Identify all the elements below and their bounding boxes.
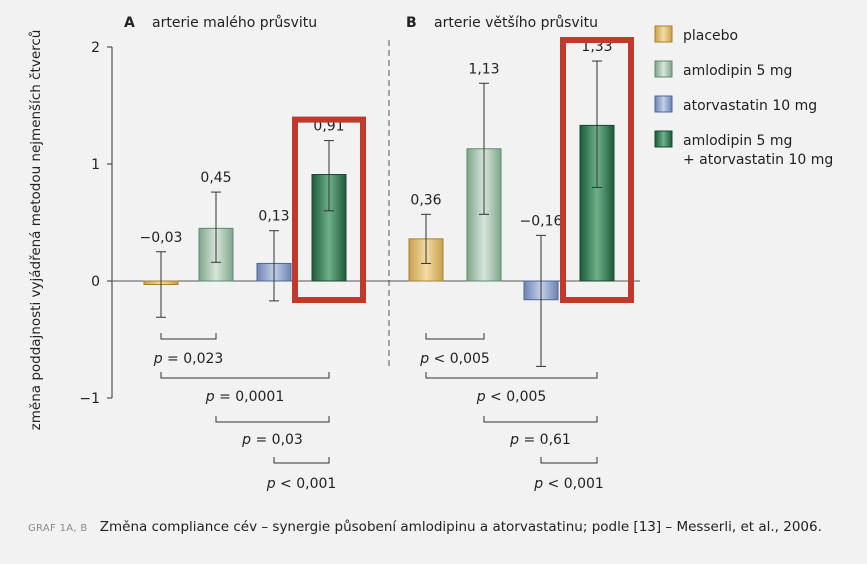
caption-text: Změna compliance cév – synergie působení… [99,519,822,535]
significance-bracket [483,416,598,423]
significance-bracket [215,416,330,423]
y-axis-label: změna poddajnosti vyjádřená metodou nejm… [28,30,44,431]
legend-swatch [654,60,673,78]
bar-value-label: −0,03 [140,230,183,246]
legend-swatch [654,25,673,43]
legend-label: placebo [683,28,738,44]
p-value-label: p < 0,001 [266,476,337,492]
panel-title: arterie většího průsvitu [434,15,598,31]
panel-letter: B [406,15,417,31]
bar-value-label: 0,45 [200,170,231,186]
significance-bracket [540,457,598,464]
bar-value-label: 1,13 [468,61,499,77]
panel-letter: A [124,15,135,31]
bar-value-label: 0,36 [410,192,441,208]
y-tick-label: −1 [79,391,100,407]
significance-bracket [160,372,330,379]
caption-tag: GRAF 1A, B [28,523,88,534]
bar-value-label: 1,33 [581,39,612,55]
p-value-label: p = 0,61 [509,432,571,448]
legend-label: amlodipin 5 mg [683,133,792,149]
p-value-label: p < 0,001 [533,476,604,492]
p-value-label: p = 0,03 [241,432,303,448]
legend-label: amlodipin 5 mg [683,63,792,79]
p-value-label: p = 0,0001 [205,389,285,405]
p-value-label: p < 0,005 [419,351,490,367]
bar-value-label: 0,13 [258,209,289,225]
y-tick-label: 1 [91,157,100,173]
y-tick-label: 2 [91,40,100,56]
legend-label: atorvastatin 10 mg [683,98,817,114]
figure-caption: GRAF 1A, B Změna compliance cév – synerg… [28,519,822,535]
y-tick-label: 0 [91,274,100,290]
legend-label: + atorvastatin 10 mg [683,152,833,168]
bar-value-label: 0,91 [313,119,344,135]
panel-title: arterie malého průsvitu [152,15,317,31]
legend-swatch [654,130,673,148]
p-value-label: p < 0,005 [476,389,547,405]
highlight-box [292,116,366,303]
significance-bracket [160,333,217,340]
p-value-label: p = 0,023 [153,351,224,367]
bar-value-label: −0,16 [520,213,563,229]
legend-swatch [654,95,673,113]
highlight-box [560,37,634,303]
significance-bracket [425,372,598,379]
significance-bracket [425,333,485,340]
chart: změna poddajnosti vyjádřená metodou nejm… [28,15,833,492]
significance-bracket [273,457,330,464]
